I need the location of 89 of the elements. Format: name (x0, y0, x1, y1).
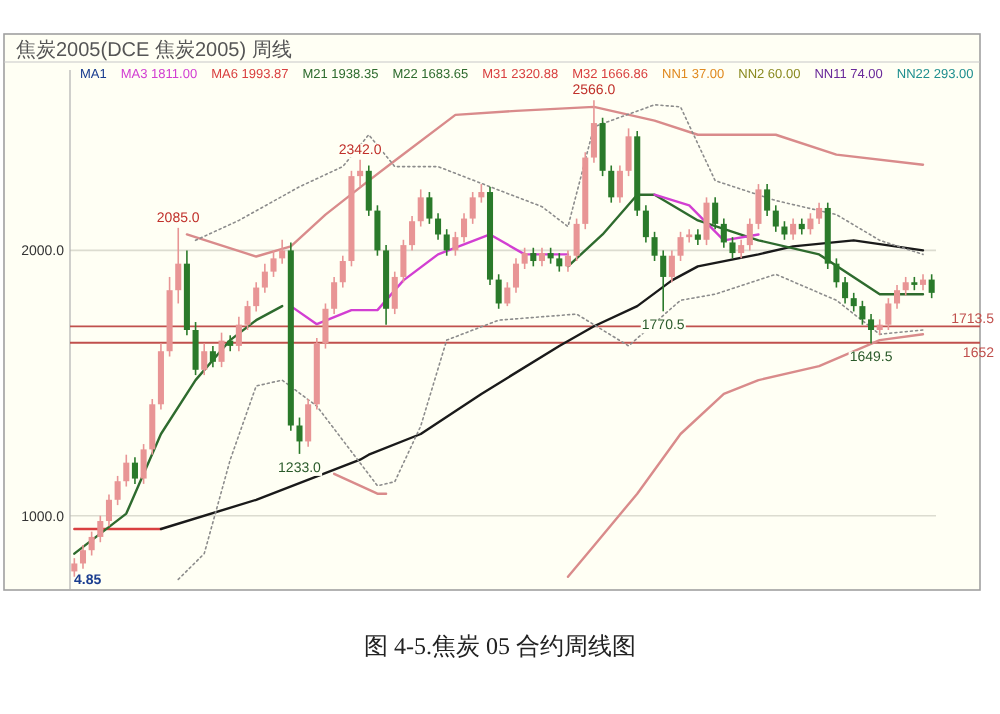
candlestick (616, 164, 623, 204)
line-series (653, 193, 760, 242)
candlestick (131, 456, 138, 485)
line-series (159, 239, 925, 531)
candlestick (894, 284, 901, 310)
candlestick (556, 252, 563, 273)
candlestick (296, 416, 303, 455)
candlestick (365, 164, 372, 217)
candlestick (409, 215, 416, 252)
candlestick (790, 217, 797, 241)
candlestick (859, 300, 866, 326)
candlestick (807, 212, 814, 236)
candlestick (97, 514, 104, 544)
candlestick (729, 236, 736, 260)
candlestick (88, 530, 95, 557)
candlestick (209, 345, 216, 368)
candlestick (452, 231, 459, 257)
candlestick (590, 99, 597, 164)
candlestick (651, 231, 658, 262)
candlestick (885, 297, 892, 331)
candlestick (660, 249, 667, 313)
candlestick (400, 239, 407, 284)
candlestick (435, 212, 442, 241)
candlestick (573, 217, 580, 262)
candlestick (114, 475, 121, 506)
candlestick (746, 217, 753, 252)
candlestick (504, 281, 511, 307)
candlestick (461, 212, 468, 244)
candlestick (642, 204, 649, 244)
candlestick (123, 453, 130, 488)
candlestick (720, 217, 727, 249)
candlestick (564, 249, 571, 273)
candlestick (426, 191, 433, 225)
candlestick (599, 116, 606, 177)
candlestick (608, 164, 615, 204)
line-series (566, 193, 925, 296)
candlestick (842, 276, 849, 305)
candlestick (677, 231, 684, 262)
candlestick (235, 315, 242, 353)
text: 图 4-5.焦炭 05 合约周线图 (364, 632, 636, 660)
candlestick (530, 246, 537, 268)
candlestick (738, 239, 745, 260)
candlestick (443, 228, 450, 257)
candlestick (928, 273, 935, 299)
candlestick (521, 246, 528, 270)
candlestick (201, 342, 208, 376)
candlestick (322, 302, 329, 350)
candlestick (270, 249, 277, 278)
candlestick (868, 313, 875, 345)
line-series (566, 333, 925, 578)
candlestick (417, 188, 424, 228)
candlestick (192, 321, 199, 376)
candlestick (755, 183, 762, 230)
candlestick (357, 158, 364, 188)
candlestick (391, 270, 398, 315)
candlestick (140, 443, 147, 485)
chart-subtitle: 焦炭2005(DCE 焦炭2005) 周线 (16, 38, 292, 62)
candlestick (478, 183, 485, 204)
candlestick (279, 239, 286, 265)
candlestick (218, 331, 225, 368)
candlestick (764, 183, 771, 217)
candlestick (71, 557, 78, 578)
candlestick (712, 196, 719, 230)
candlestick (105, 493, 112, 528)
candlestick (175, 227, 182, 305)
candlestick (244, 300, 251, 331)
candlestick (374, 204, 381, 257)
candlestick (772, 204, 779, 233)
candlestick (339, 254, 346, 289)
candlestick (902, 276, 909, 297)
candlestick (261, 262, 268, 294)
candlestick (469, 191, 476, 225)
candlestick (668, 249, 675, 284)
candlestick (149, 398, 156, 456)
candlestick (816, 201, 823, 225)
candlestick (686, 228, 693, 244)
candlestick (850, 292, 857, 313)
line-series (177, 273, 924, 581)
candlestick (512, 257, 520, 294)
candlestick (79, 544, 87, 570)
line-series (289, 233, 570, 326)
candlestick (538, 246, 545, 268)
candlestick (331, 276, 338, 315)
candlestick (495, 273, 502, 310)
candlestick (833, 257, 840, 289)
candlestick (625, 127, 632, 177)
candlestick (305, 398, 312, 448)
candlestick (703, 196, 710, 246)
candlestick (253, 281, 260, 313)
